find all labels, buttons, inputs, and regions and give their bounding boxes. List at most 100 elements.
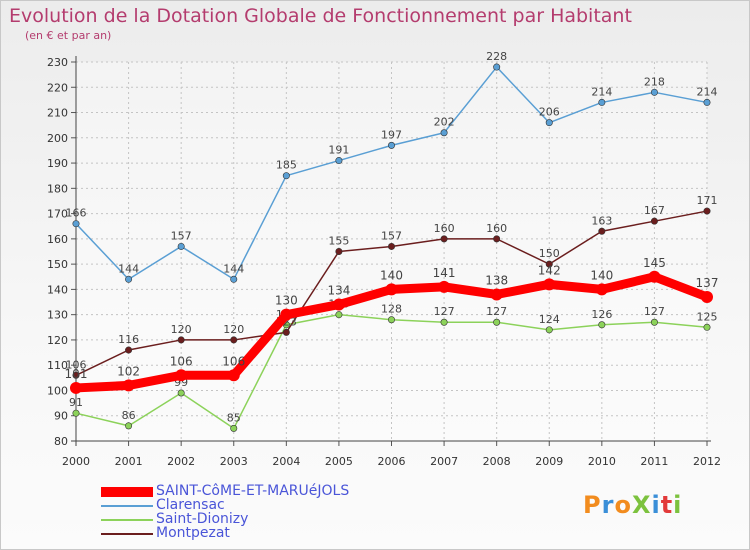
data-label-clarensac: 157 bbox=[171, 229, 192, 242]
data-label-saint-dionizy: 127 bbox=[644, 305, 665, 318]
data-point-saint-come-et-maruejols bbox=[595, 283, 608, 296]
data-label-montpezat: 160 bbox=[434, 222, 455, 235]
data-label-montpezat: 120 bbox=[223, 323, 244, 336]
data-point-clarensac bbox=[598, 98, 606, 106]
data-label-clarensac: 185 bbox=[276, 159, 297, 172]
data-point-clarensac bbox=[282, 172, 290, 180]
data-label-saint-come-et-maruejols: 138 bbox=[485, 273, 508, 287]
data-point-clarensac bbox=[230, 275, 238, 283]
data-label-clarensac: 228 bbox=[486, 50, 507, 63]
data-point-clarensac bbox=[125, 275, 133, 283]
data-point-saint-dionizy bbox=[650, 318, 658, 326]
legend-swatch bbox=[101, 505, 153, 507]
data-label-clarensac: 144 bbox=[223, 262, 244, 275]
data-point-clarensac bbox=[387, 141, 395, 149]
data-label-saint-come-et-maruejols: 102 bbox=[117, 364, 140, 378]
data-label-saint-come-et-maruejols: 142 bbox=[538, 263, 561, 277]
data-label-saint-come-et-maruejols: 145 bbox=[643, 256, 666, 270]
data-label-montpezat: 116 bbox=[118, 333, 139, 346]
y-tick-label: 220 bbox=[47, 81, 68, 94]
data-label-clarensac: 214 bbox=[591, 85, 612, 98]
data-label-clarensac: 214 bbox=[697, 85, 718, 98]
data-label-saint-dionizy: 126 bbox=[591, 308, 612, 321]
data-label-montpezat: 157 bbox=[381, 229, 402, 242]
data-label-saint-come-et-maruejols: 137 bbox=[696, 276, 719, 290]
data-point-montpezat bbox=[72, 371, 80, 379]
y-tick-label: 140 bbox=[47, 283, 68, 296]
legend-swatch bbox=[101, 519, 153, 521]
data-point-saint-dionizy bbox=[493, 318, 501, 326]
data-label-saint-dionizy: 128 bbox=[381, 303, 402, 316]
data-point-montpezat bbox=[387, 242, 395, 250]
x-tick-label: 2007 bbox=[430, 455, 458, 468]
x-tick-label: 2011 bbox=[640, 455, 668, 468]
y-tick-label: 210 bbox=[47, 107, 68, 120]
x-tick-label: 2009 bbox=[535, 455, 563, 468]
data-point-montpezat bbox=[177, 336, 185, 344]
data-point-clarensac bbox=[440, 129, 448, 137]
data-point-montpezat bbox=[230, 336, 238, 344]
data-point-montpezat bbox=[282, 328, 290, 336]
data-point-clarensac bbox=[335, 157, 343, 165]
data-label-clarensac: 144 bbox=[118, 262, 139, 275]
x-tick-label: 2010 bbox=[588, 455, 616, 468]
data-point-montpezat bbox=[598, 227, 606, 235]
y-tick-label: 150 bbox=[47, 258, 68, 271]
data-label-clarensac: 218 bbox=[644, 75, 665, 88]
data-label-montpezat: 120 bbox=[171, 323, 192, 336]
data-point-montpezat bbox=[493, 235, 501, 243]
proxiti-logo: ProXiti bbox=[583, 491, 683, 519]
data-label-montpezat: 106 bbox=[66, 358, 87, 371]
x-tick-label: 2001 bbox=[115, 455, 143, 468]
data-label-saint-come-et-maruejols: 106 bbox=[222, 354, 245, 368]
data-label-clarensac: 191 bbox=[328, 144, 349, 157]
data-label-clarensac: 166 bbox=[66, 207, 87, 220]
data-point-saint-dionizy bbox=[230, 424, 238, 432]
x-tick-label: 2003 bbox=[220, 455, 248, 468]
data-point-montpezat bbox=[125, 346, 133, 354]
y-tick-label: 100 bbox=[47, 384, 68, 397]
data-label-saint-come-et-maruejols: 140 bbox=[380, 268, 403, 282]
y-tick-label: 130 bbox=[47, 309, 68, 322]
data-label-saint-dionizy: 91 bbox=[69, 396, 83, 409]
data-point-saint-come-et-maruejols bbox=[175, 369, 188, 382]
x-tick-label: 2008 bbox=[483, 455, 511, 468]
legend-label: Saint-Dionizy bbox=[156, 511, 249, 527]
data-point-saint-dionizy bbox=[125, 422, 133, 430]
data-point-clarensac bbox=[545, 119, 553, 127]
data-point-saint-come-et-maruejols bbox=[70, 381, 82, 394]
data-label-montpezat: 160 bbox=[486, 222, 507, 235]
data-point-saint-come-et-maruejols bbox=[332, 298, 345, 311]
x-tick-label: 2002 bbox=[167, 455, 195, 468]
legend-label: SAINT-CôME-ET-MARUéJOLS bbox=[156, 483, 350, 499]
data-label-montpezat: 155 bbox=[328, 235, 349, 248]
data-point-saint-come-et-maruejols bbox=[438, 280, 451, 293]
data-point-montpezat bbox=[335, 248, 343, 256]
data-point-clarensac bbox=[703, 98, 711, 106]
y-tick-label: 160 bbox=[47, 233, 68, 246]
data-point-saint-come-et-maruejols bbox=[122, 379, 135, 392]
data-point-saint-dionizy bbox=[598, 321, 606, 329]
data-label-saint-come-et-maruejols: 101 bbox=[65, 367, 88, 381]
data-point-saint-come-et-maruejols bbox=[648, 270, 661, 283]
data-point-saint-dionizy bbox=[335, 311, 343, 319]
data-label-saint-come-et-maruejols: 130 bbox=[275, 294, 298, 308]
data-point-saint-dionizy bbox=[387, 316, 395, 324]
x-tick-label: 2006 bbox=[378, 455, 406, 468]
data-point-montpezat bbox=[545, 260, 553, 268]
legend-swatch bbox=[101, 487, 153, 497]
data-point-saint-come-et-maruejols bbox=[490, 288, 503, 301]
data-label-saint-come-et-maruejols: 134 bbox=[327, 284, 350, 298]
x-tick-label: 2004 bbox=[272, 455, 300, 468]
x-tick-label: 2012 bbox=[693, 455, 721, 468]
chart-title: Evolution de la Dotation Globale de Fonc… bbox=[9, 5, 632, 27]
data-label-saint-dionizy: 85 bbox=[227, 411, 241, 424]
y-tick-label: 170 bbox=[47, 208, 68, 221]
data-label-clarensac: 197 bbox=[381, 128, 402, 141]
y-tick-label: 180 bbox=[47, 182, 68, 195]
y-tick-label: 200 bbox=[47, 132, 68, 145]
data-point-saint-dionizy bbox=[703, 323, 711, 331]
y-tick-label: 90 bbox=[54, 410, 68, 423]
data-label-saint-come-et-maruejols: 106 bbox=[170, 354, 193, 368]
data-point-clarensac bbox=[177, 242, 185, 250]
